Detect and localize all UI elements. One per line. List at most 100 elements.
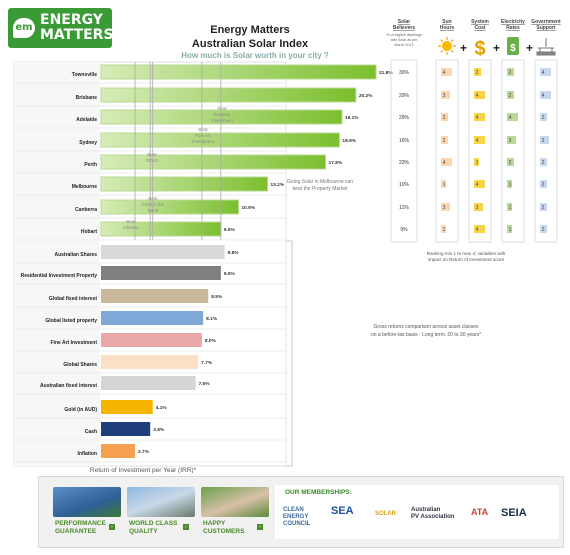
value-label: 8.1% [206,316,218,322]
government-icon [536,38,556,56]
bar [100,221,222,237]
score-value: 1 [509,205,512,211]
score-value: 2 [443,138,446,144]
bar [101,266,221,280]
score-badge [507,158,514,166]
score-value: 2 [542,227,545,233]
table-column-frame [435,59,459,243]
table-column-frame [534,59,558,243]
score-badge [441,225,446,233]
column-header: Support [536,25,555,31]
memberships-panel [275,485,559,539]
score-value: 1 [509,227,512,233]
bar [101,289,209,303]
dollar-icon: $ [474,38,485,60]
score-badge [441,180,446,188]
value-label: 2.7% [138,449,150,455]
value-label: 7.5% [199,381,211,387]
score-value: 4 [542,93,545,99]
score-badge [540,113,547,121]
bar [101,245,225,259]
score-value: 1 [443,227,446,233]
bar [101,355,199,369]
score-badge [474,136,485,144]
plus-sign: + [493,41,500,55]
column-header: Sun [442,19,451,25]
score-value: 4 [476,182,479,188]
score-value: 2 [542,160,545,166]
column-note: % of eligible dwellings [386,33,421,37]
score-badge [507,113,518,121]
category-label: Gold (in AUD) [64,407,97,413]
score-value: 2 [509,160,512,166]
logo-text: ENERGY MATTERS [40,12,114,43]
sun-icon [440,39,444,43]
bar [101,311,204,325]
score-badge [441,113,448,121]
score-value: 2 [542,115,545,121]
category-label: Global Shares [63,362,97,368]
energy-matters-logo[interactable]: em ENERGY MATTERS [8,8,114,48]
column-header: Cost [474,25,485,31]
score-badge [540,68,551,76]
category-label-panel [14,62,100,466]
member-ata[interactable]: ATA [471,507,489,517]
category-label: Residential Investment Property [21,273,98,279]
score-value: 1 [476,160,479,166]
score-value: 3 [443,93,446,99]
column-note: with Solar as per [391,38,419,42]
column-header: Government [531,19,561,25]
melbourne-note: Going Solar in Melbourne can [287,179,353,185]
score-value: 4 [476,227,479,233]
score-badge [507,136,516,144]
power-icon: $ [510,43,516,54]
column-header: Believers [393,25,415,31]
member-clean-energy-council[interactable]: CLEAN ENERGY COUNCIL [283,507,311,527]
bar [100,87,357,103]
solar-believers-value: 29% [399,115,410,121]
score-badge [540,136,549,144]
benchmark-label: Beat [126,219,136,224]
sun-icon [442,41,452,51]
category-label: Inflation [78,451,97,457]
member-solar[interactable]: SOLAR [375,511,396,517]
score-badge [507,203,512,211]
category-label: Global fixed interest [49,296,97,302]
benchmark-label: Fine Art [195,133,211,138]
benchmark-label: Beat [148,196,158,201]
value-label: 20.2% [359,93,373,99]
sun-icon [440,49,444,53]
value-label: 9.5% [224,271,236,277]
score-badge [540,180,547,188]
solar-index-chart: Townsville 21.8% Brisbane 20.2% Adelaide 19.1… [13,19,561,474]
score-value: 4 [476,138,479,144]
bar [101,400,153,414]
footer-banner: PERFORMANCE GUARANTEE › WORLD CLASS QUALIT… [38,476,564,548]
ranking-note: impact on Return of Investment score [428,257,505,262]
score-value: 1 [509,182,512,188]
score-badge [474,113,485,121]
sun-icon [450,49,454,53]
chevron-right-icon[interactable]: › [183,524,189,530]
member-seia[interactable]: SEIA [501,507,527,519]
score-value: 3 [443,205,446,211]
logo-mark: em [13,18,35,38]
score-value: 4 [443,160,446,166]
member-sea[interactable]: SEA [331,505,354,517]
score-badge [507,91,514,99]
bar [100,64,377,80]
column-header: Electricity [501,19,525,25]
bar [100,109,343,125]
value-label: 4.1% [156,405,168,411]
table-column-frame [390,59,418,243]
bar [101,376,196,390]
score-value: 4 [476,93,479,99]
score-value: 2 [542,182,545,188]
category-label: Sydney [79,140,97,146]
score-value: 4 [443,70,446,76]
chevron-right-icon[interactable]: › [257,524,263,530]
benchmark-label: Beat [147,152,157,157]
chevron-right-icon[interactable]: › [109,524,115,530]
member-australian-pv-association[interactable]: Australian PV Association [411,507,455,520]
